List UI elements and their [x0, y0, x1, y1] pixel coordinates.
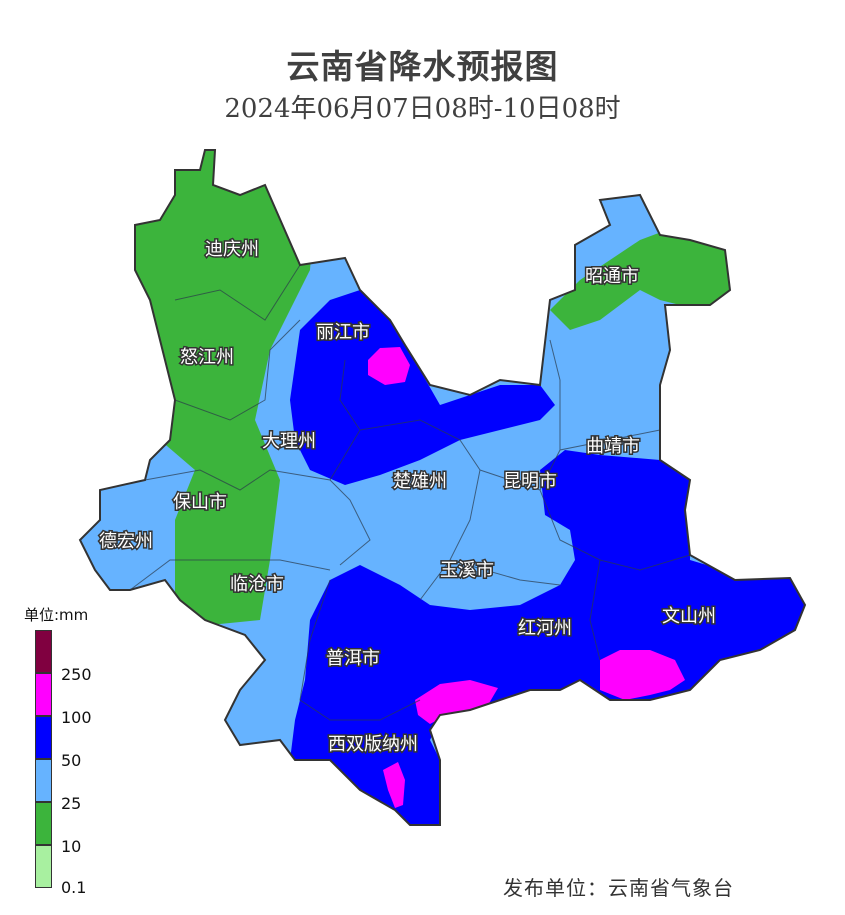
label-nujiang: 怒江州 — [180, 347, 234, 368]
label-dali: 大理州 — [262, 431, 316, 452]
legend-label-50: 50 — [61, 751, 82, 770]
label-puer: 普洱市 — [326, 648, 380, 669]
legend-band-250-plus — [35, 630, 52, 673]
label-honghe: 红河州 — [518, 618, 572, 639]
legend-band-10-25 — [35, 802, 52, 845]
label-zhaotong: 昭通市 — [585, 266, 639, 287]
map-title: 云南省降水预报图 — [286, 47, 559, 86]
rain-zone-100-250-xishuangbanna — [383, 762, 405, 808]
rain-zone-10-25-west — [100, 150, 320, 625]
label-baoshan: 保山市 — [173, 492, 227, 513]
label-wenshan: 文山州 — [662, 606, 716, 627]
label-lijiang: 丽江市 — [316, 322, 370, 343]
rain-zone-100-250-wenshan — [600, 650, 685, 700]
rain-zone-50-100-south — [290, 450, 805, 825]
label-xishuangbanna: 西双版纳州 — [328, 734, 418, 755]
legend-band-25-50 — [35, 759, 52, 802]
legend-label-100: 100 — [61, 708, 92, 727]
label-lincang: 临沧市 — [230, 574, 284, 595]
rain-zone-100-250-lijiang — [368, 347, 410, 385]
map-subtitle: 2024年06月07日08时-10日08时 — [224, 94, 621, 124]
legend-unit: 单位:mm — [24, 606, 89, 624]
legend-band-0.1-10 — [35, 845, 52, 888]
label-yuxi: 玉溪市 — [440, 560, 494, 581]
legend-label-10: 10 — [61, 837, 82, 856]
rain-zone-10-25-zhaotong — [550, 225, 740, 330]
legend-label-0.1: 0.1 — [61, 878, 87, 897]
legend-band-100-250 — [35, 673, 52, 716]
label-chuxiong: 楚雄州 — [393, 471, 447, 492]
label-dehong: 德宏州 — [99, 531, 153, 552]
label-kunming: 昆明市 — [503, 471, 557, 492]
label-diqing: 迪庆州 — [205, 239, 259, 260]
rain-zone-100-250-puer — [415, 680, 498, 724]
publisher: 发布单位：云南省气象台 — [503, 876, 734, 900]
legend-label-250: 250 — [61, 665, 92, 684]
label-qujing: 曲靖市 — [586, 436, 640, 457]
prefecture-borders — [129, 264, 691, 721]
legend-label-25: 25 — [61, 794, 82, 813]
legend-band-50-100 — [35, 716, 52, 759]
